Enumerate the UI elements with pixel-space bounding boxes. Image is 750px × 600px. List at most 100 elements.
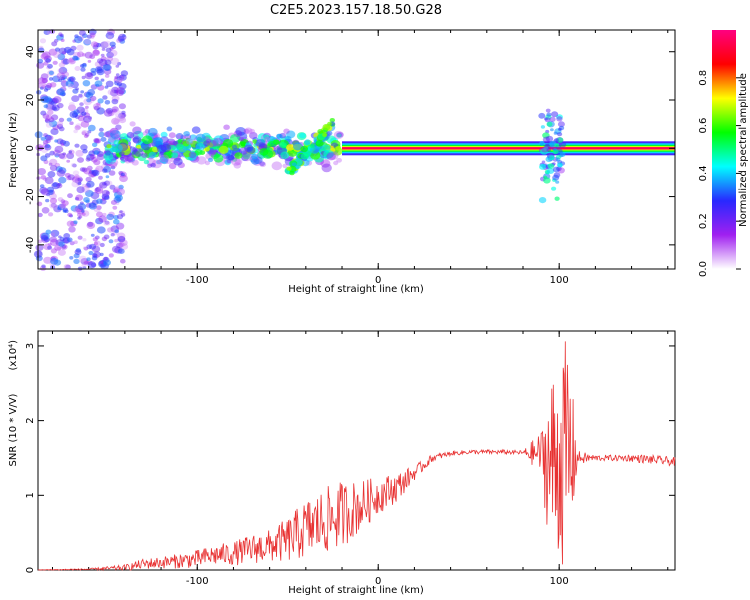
spectrogram-noise-mark [106,213,115,221]
spectrogram-noise-mark [115,64,120,68]
spectrogram-spike-mark [540,125,546,129]
spectrogram-scattered-mark [279,142,287,149]
spectrogram-noise-mark [94,186,104,194]
spectrogram-scattered-mark [204,147,210,152]
colorbar-ticks: 0.0 0.2 0.4 0.6 0.8 [698,70,741,277]
spectrogram-noise-mark [95,217,104,225]
spectrogram-scattered-mark [191,126,201,134]
spectrogram-noise-mark [81,75,86,80]
spectrogram-spike-mark [546,148,551,152]
spectrogram-noise-mark [77,181,82,186]
spectrogram-noise-mark [118,184,124,190]
spectrogram-scattered-mark [243,128,250,134]
spectrogram-noise-mark [104,74,110,78]
spectrogram-noise-mark [92,237,98,242]
spectrogram-scattered-mark [152,136,163,146]
spectrogram-panel: -100 0 100 -40 -20 0 20 40 Height of straight l… [8,28,676,295]
x-tick-label: -100 [186,275,209,286]
spectrogram-scattered-mark [213,135,224,144]
spectrogram-streak-mark [310,146,320,154]
spectrogram-scattered-mark [273,139,280,145]
spectrogram-noise-mark [40,86,44,90]
spectrogram-noise-mark [105,191,110,195]
spectrogram-noise-mark [91,169,100,177]
spectrogram-noise-mark [53,149,61,156]
spectrogram-noise-mark [73,129,78,134]
spectrogram-noise-mark [91,157,98,163]
snr-y-scale-label: (x10⁴) [8,340,19,371]
spectrogram-scattered-mark [166,126,173,132]
spectrogram-noise-mark [86,257,91,262]
spectrogram-noise-mark [51,41,58,47]
spectrogram-noise-mark [58,241,65,247]
spectrogram-noise-mark [37,81,47,89]
spectrogram-noise-mark [59,152,68,160]
spectrogram-scattered-mark [251,153,259,160]
spectrogram-scattered-mark [132,147,138,153]
spectrogram-noise-mark [37,239,43,244]
spectrogram-noise-mark [89,54,96,60]
spectrogram-noise-mark [114,75,119,80]
spectrogram-streak-mark [291,162,297,167]
spectrogram-noise-mark [73,220,78,225]
spectrogram-noise-mark [95,205,102,211]
spectrogram-noise-mark [35,244,44,252]
spectrogram-scattered-mark [127,157,134,163]
spectrogram-noise-mark [96,42,102,48]
spectrogram-noise-mark [40,52,49,60]
spectrogram-noise-mark [83,134,89,139]
spectrogram-spike-mark [547,163,555,169]
spectrogram-noise-mark [74,36,83,44]
spectrogram-noise-mark [94,138,102,144]
spectrogram-scattered-mark [223,124,230,130]
spectrogram-noise-mark [104,220,110,225]
spectrogram-noise-mark [84,72,94,80]
spectrogram-spike-mark [556,162,563,168]
spectrogram-spike-mark [549,155,555,160]
spectrogram-noise-mark [54,139,59,143]
spectrogram-noise-mark [72,164,77,168]
spectrogram-scattered-mark [276,133,282,139]
spectrogram-noise-mark [87,124,96,132]
spectrogram-scattered-mark [249,128,255,134]
spectrogram-noise-mark [34,131,43,139]
spectrogram-noise-mark [67,193,73,199]
spectrogram-noise-mark [81,183,87,188]
spectrogram-scattered-mark [333,130,344,140]
spectrogram-scattered-mark [104,150,111,156]
spectrogram-scattered-mark [333,160,339,166]
spectrogram-noise-mark [94,76,99,81]
colorbar-tick-label: 0.4 [698,165,709,181]
spectrogram-noise-mark [103,259,111,266]
spectrogram-scattered-mark [150,162,156,168]
spectrogram-noise-mark [94,235,100,240]
spectrogram-noise-mark [104,59,112,66]
spectrogram-scattered-mark [171,152,179,159]
spectrogram-scattered-mark [110,129,121,139]
spectrogram-scattered-mark [194,149,203,156]
spectrogram-noise-mark [56,72,66,80]
spectrogram-noise-mark [87,221,94,227]
spectrogram-scattered-mark [106,144,112,149]
spectrogram-noise-mark [58,78,63,83]
spectrogram-noise-mark [118,242,125,248]
spectrogram-noise-mark [58,117,65,123]
spectrogram-noise-mark [88,202,97,210]
spectrogram-noise-mark [103,40,112,48]
spectrogram-noise-mark [89,95,97,102]
spectrogram-noise-mark [62,79,66,83]
spectrogram-noise-mark [81,212,86,216]
spectrogram-noise-mark [48,48,58,56]
spectrogram-spike-mark [546,112,552,117]
spectrogram-noise-mark [40,110,47,116]
spectrogram-frame [37,29,676,270]
spectrogram-noise-mark [86,221,96,230]
spectrogram-noise-mark [99,242,105,248]
spectrogram-noise-mark [46,31,51,35]
spectrogram-spike-mark [556,116,563,122]
spectrogram-noise-mark [100,56,107,62]
spectrogram-scattered-mark [136,144,142,149]
spectrogram-scattered-mark [147,127,158,137]
spectrogram-noise-mark [96,226,106,234]
spectrogram-spike-mark [553,148,557,152]
